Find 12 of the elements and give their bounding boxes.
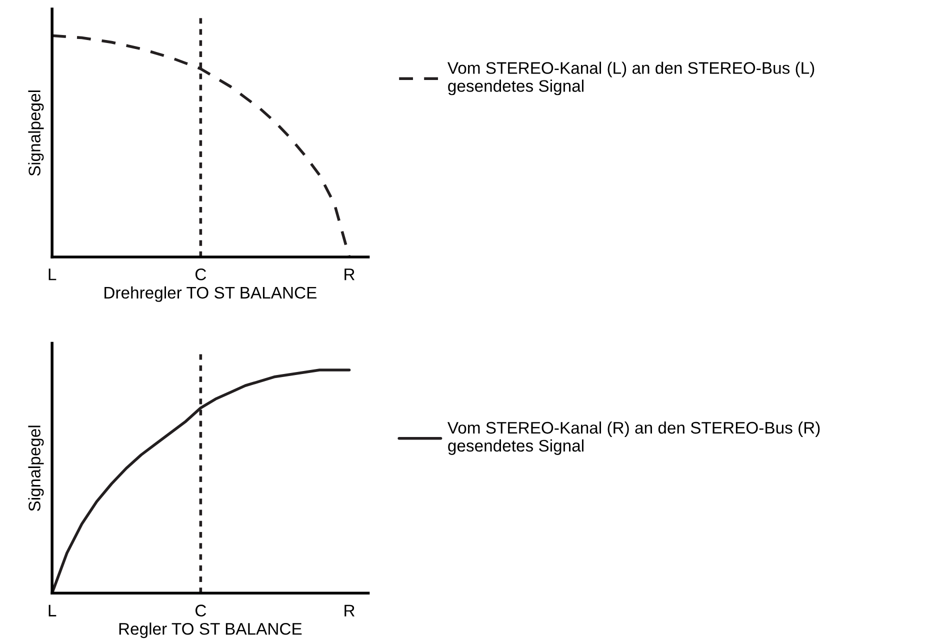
x-axis-title: Regler TO ST BALANCE [119,622,302,638]
legend-label: Vom STEREO-Kanal (L) an den STEREO-Bus (L) gesendetes Signal [447,62,814,96]
y-axis-title: Signalpegel [28,90,44,176]
x-tick-label: C [196,604,206,616]
legend-label: Vom STEREO-Kanal (R) an den STEREO-Bus (R) gesendetes Signal [447,421,820,455]
x-tick-label: C [196,268,206,280]
x-tick-label: L [48,604,56,616]
x-tick-label: L [48,268,56,280]
x-axis-title: Drehregler TO ST BALANCE [104,286,316,302]
x-tick-label: R [344,268,355,280]
x-tick-label: R [344,604,355,616]
y-axis-title: Signalpegel [28,426,44,511]
